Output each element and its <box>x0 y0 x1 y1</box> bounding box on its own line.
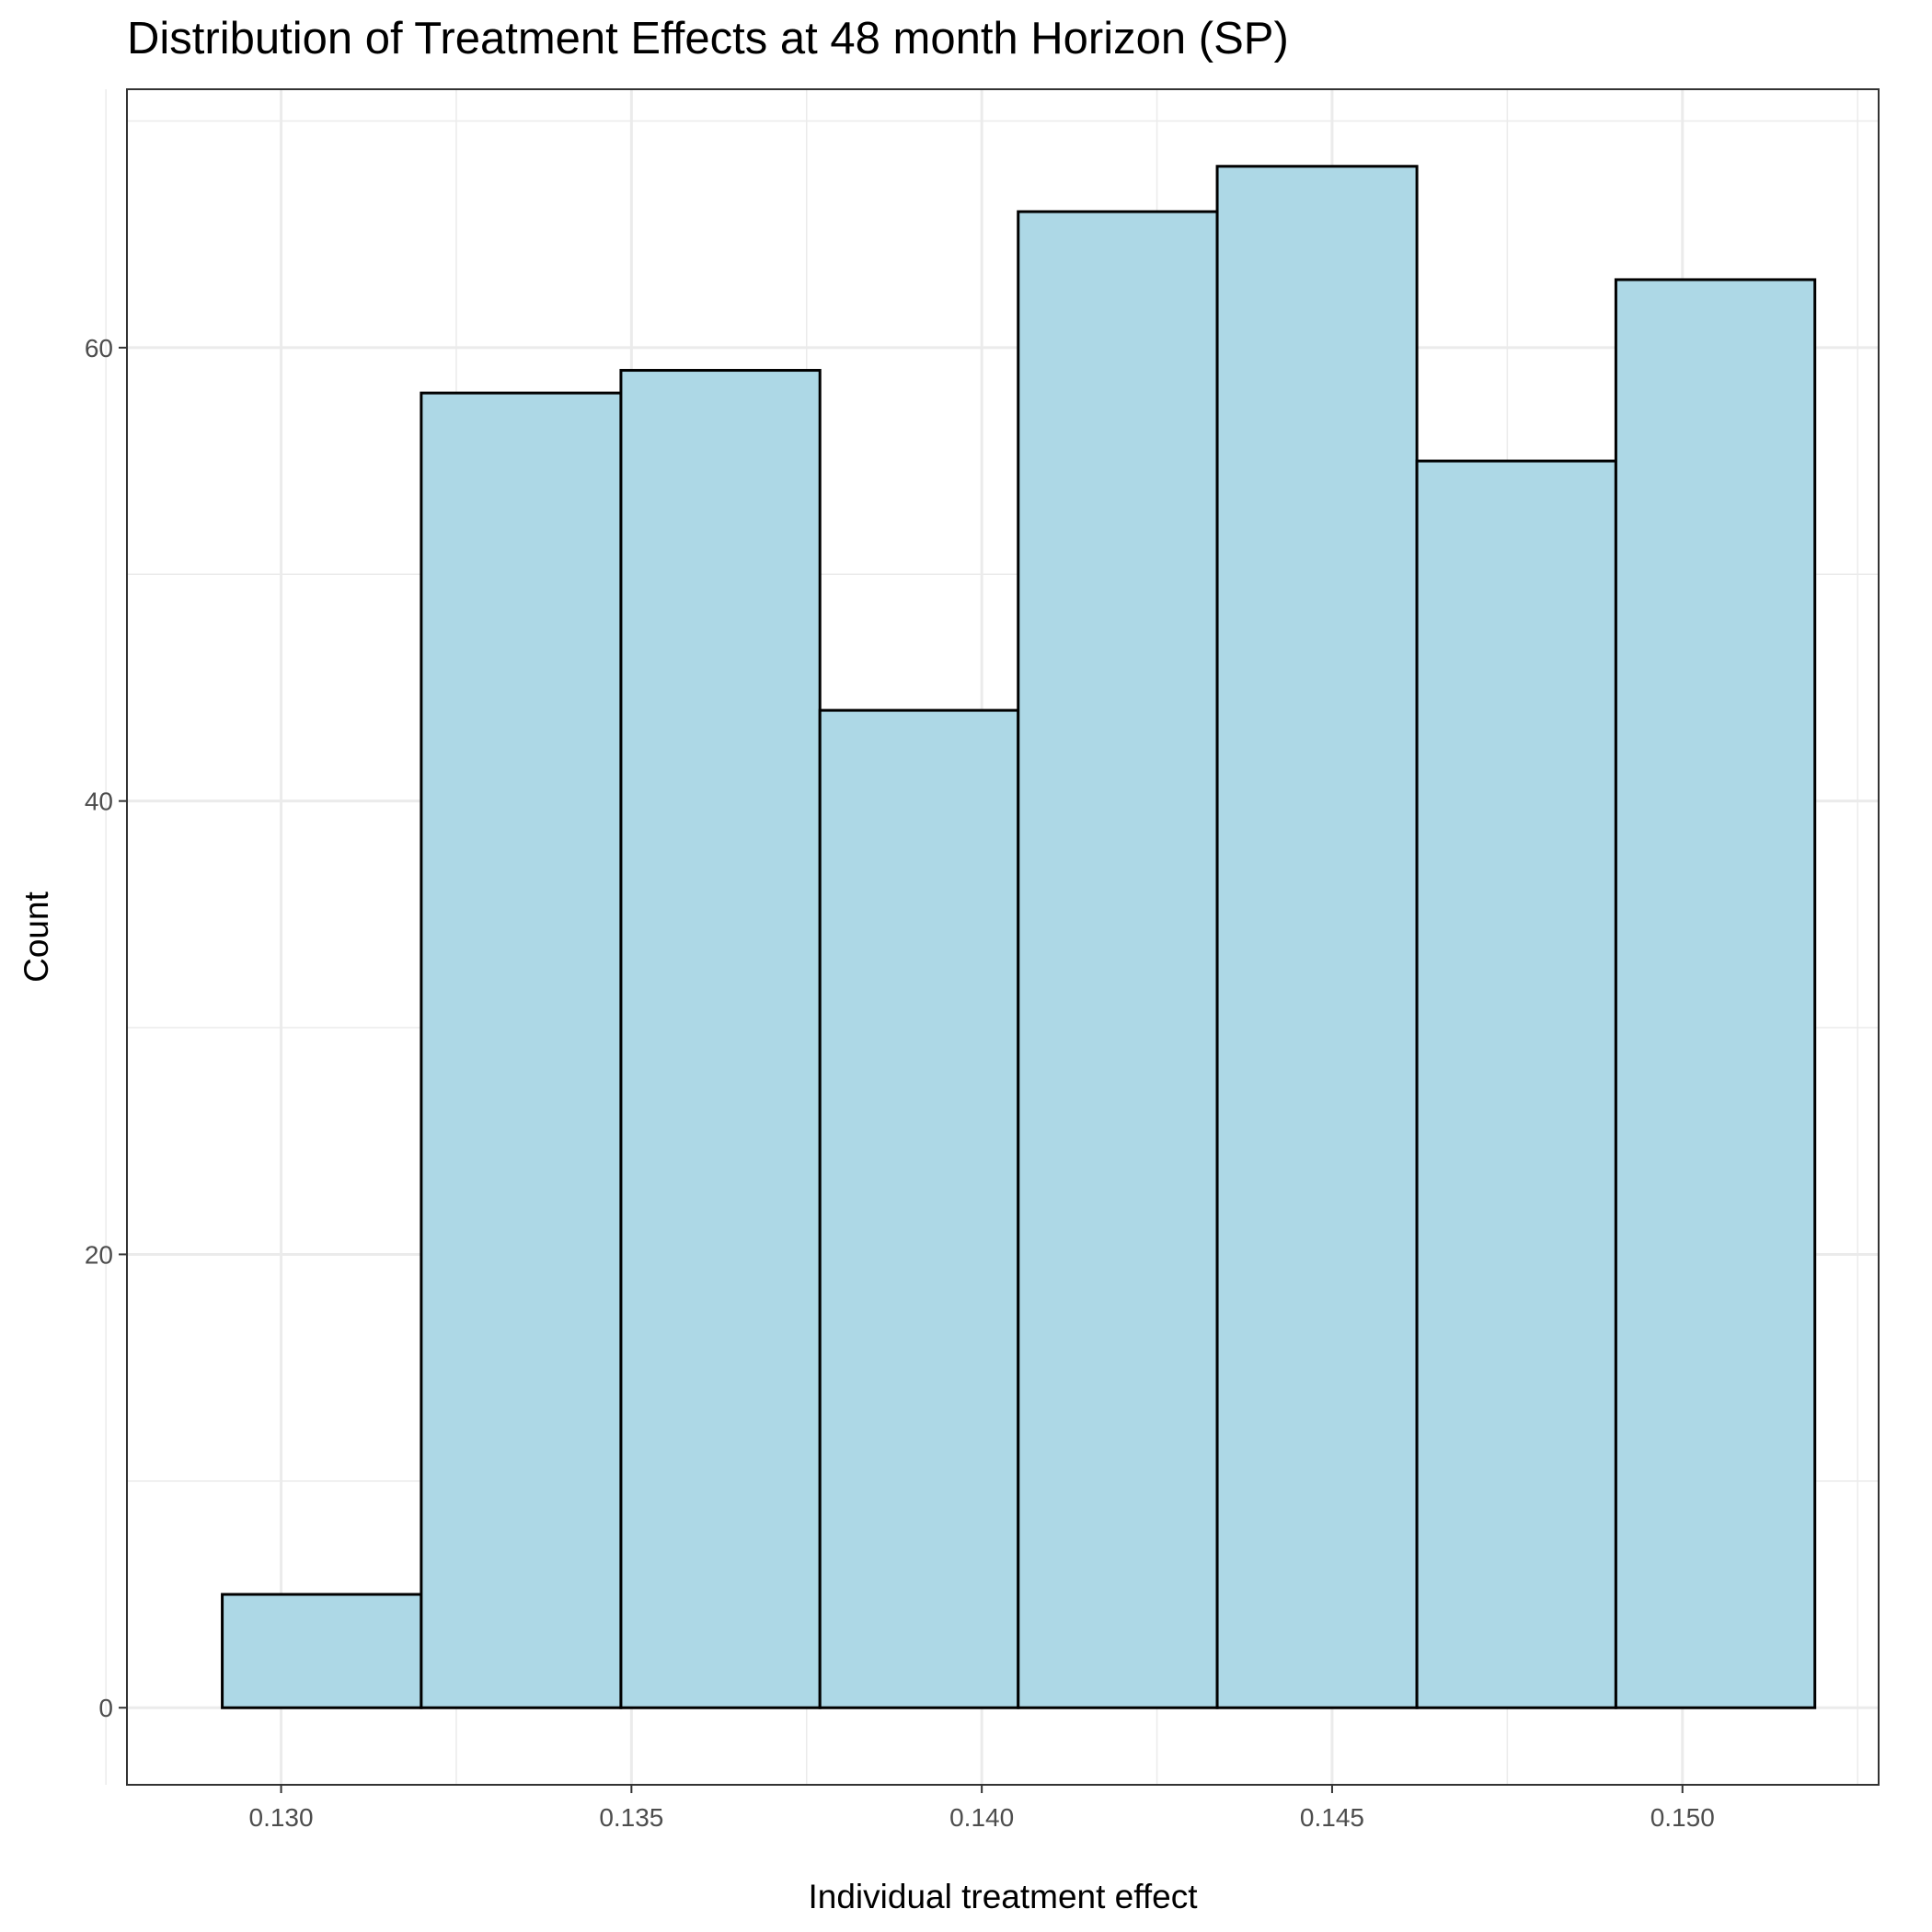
histogram-bar <box>818 708 1020 1709</box>
histogram-bar <box>221 1593 423 1709</box>
chart-title: Distribution of Treatment Effects at 48 … <box>127 14 1289 63</box>
x-tick-label: 0.130 <box>249 1803 314 1832</box>
x-axis-title: Individual treatment effect <box>808 1878 1198 1915</box>
y-axis-title: Count <box>17 891 55 982</box>
y-tick-label: 20 <box>85 1240 113 1269</box>
axes: 0.130 0.135 0.140 0.145 0.150 0 20 40 60 <box>85 334 1715 1832</box>
histogram-bar <box>1017 210 1219 1709</box>
histogram-bar <box>1415 459 1617 1709</box>
y-tick-label: 40 <box>85 788 113 816</box>
x-tick-label: 0.145 <box>1300 1803 1364 1832</box>
y-tick-label: 60 <box>85 334 113 362</box>
x-tick-label: 0.135 <box>599 1803 663 1832</box>
histogram-bar <box>420 391 623 1709</box>
x-tick-label: 0.140 <box>949 1803 1014 1832</box>
histogram-bar <box>619 369 822 1709</box>
x-tick-label: 0.150 <box>1650 1803 1715 1832</box>
histogram-bar <box>1614 278 1817 1709</box>
panel-border <box>126 88 1880 1786</box>
histogram-bars <box>221 165 1817 1709</box>
histogram-bar <box>1215 165 1419 1709</box>
y-tick-label: 0 <box>98 1694 113 1722</box>
